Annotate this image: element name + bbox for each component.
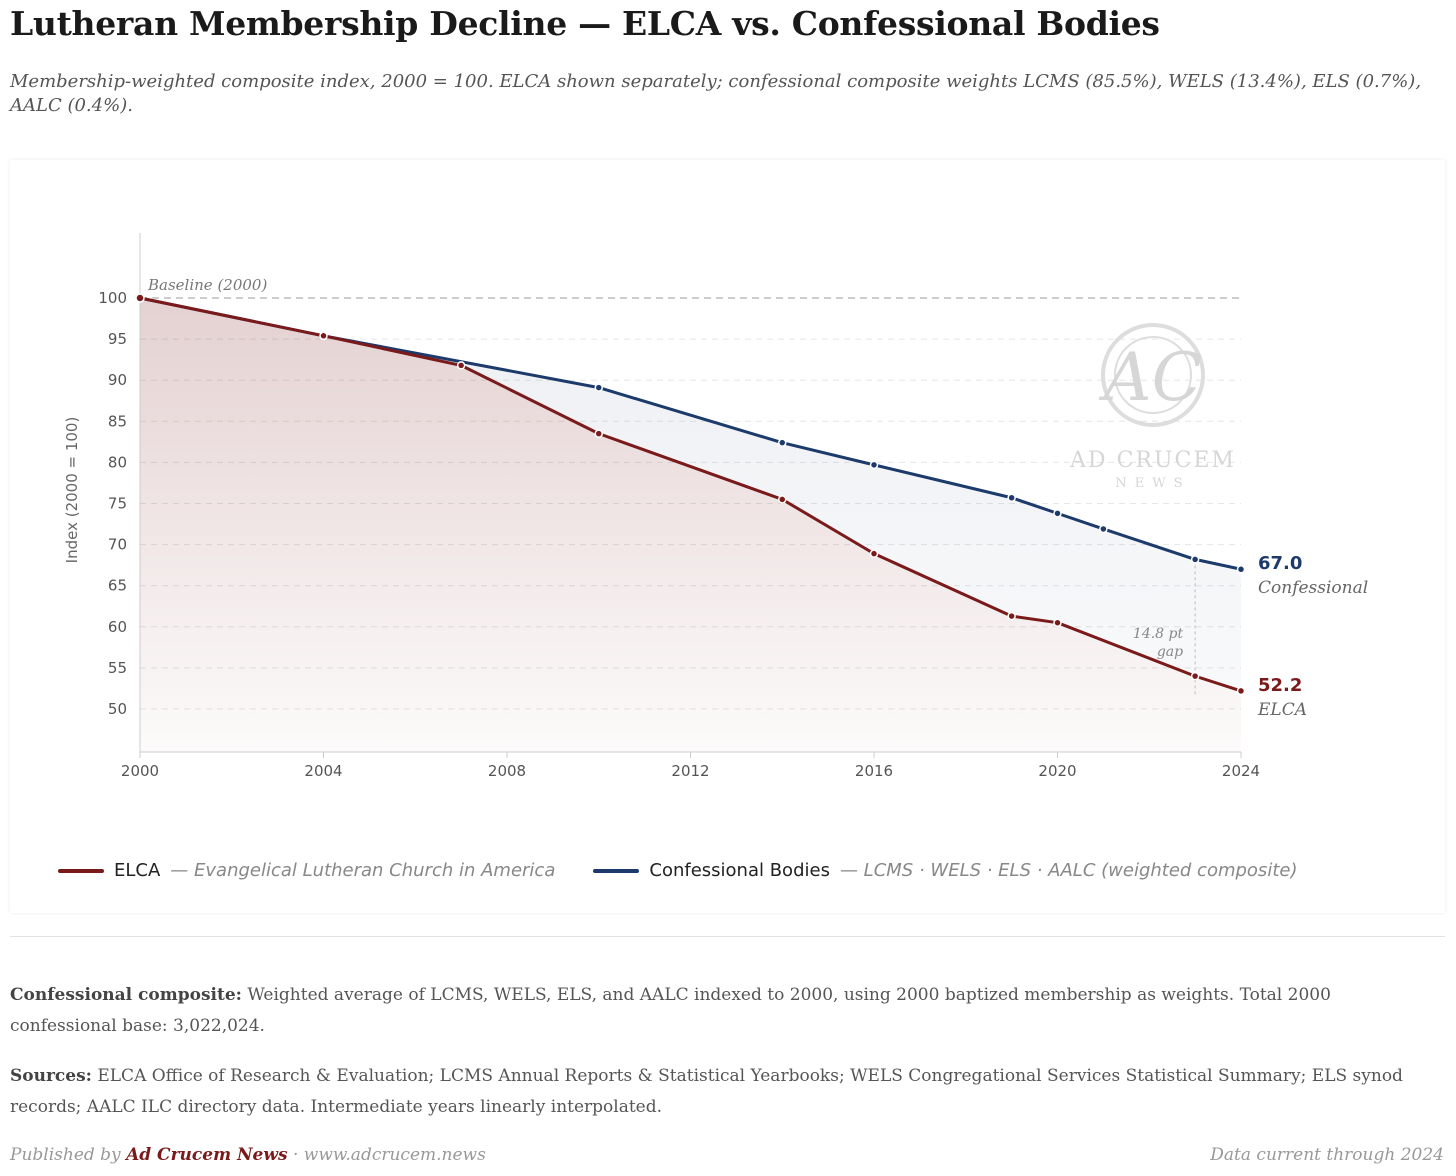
legend-label: Confessional Bodies [649, 860, 830, 881]
legend-label: ELCA [114, 860, 161, 881]
elca-point [319, 331, 328, 341]
x-tick-label: 2000 [121, 762, 159, 780]
end-value-confessional: 67.0 [1258, 553, 1302, 574]
legend-item-confessional[interactable]: Confessional Bodies — LCMS · WELS · ELS … [593, 860, 1297, 881]
note-text: ELCA Office of Research & Evaluation; LC… [10, 1066, 1403, 1117]
confessional-point [1099, 524, 1108, 534]
y-tick-label: 95 [108, 330, 127, 348]
elca-point [1053, 618, 1062, 627]
sources-note: Sources: ELCA Office of Research & Evalu… [10, 1061, 1430, 1123]
chart-card: 100 95 90 85 80 75 70 65 60 55 50 AC AD CRUCEM NEWS Ba… [10, 160, 1445, 913]
x-tick-label: 2004 [304, 762, 342, 780]
confessional-point [869, 460, 879, 470]
confessional-point [1236, 565, 1246, 574]
note-text: Weighted average of LCMS, WELS, ELS, and… [10, 985, 1331, 1036]
x-tick-label: 2012 [671, 762, 709, 780]
subtitle: Membership-weighted composite index, 200… [10, 71, 1422, 116]
published-by: Published by [10, 1145, 127, 1165]
end-label-elca: ELCA [1257, 700, 1307, 720]
watermark-text: AD CRUCEM [1069, 448, 1236, 473]
confessional-point [594, 383, 603, 392]
watermark-text: NEWS [1115, 476, 1190, 491]
elca-area [140, 298, 1241, 752]
legend-swatch [593, 868, 640, 873]
watermark-monogram: AC [1098, 339, 1202, 416]
x-tick-label: 2024 [1222, 762, 1260, 780]
gap-label: 14.8 pt [1133, 626, 1184, 642]
elca-point [1236, 686, 1246, 696]
footer-publisher: Published by Ad Crucem News · www.adcruc… [10, 1145, 486, 1165]
elca-line [139, 296, 1242, 693]
y-tick-label: 75 [108, 495, 127, 513]
confessional-point [1190, 555, 1200, 564]
legend-desc: — LCMS · WELS · ELS · AALC (weighted com… [839, 860, 1298, 881]
composite-note: Confessional composite: Weighted average… [10, 980, 1430, 1042]
y-axis-label: Index (2000 = 100) [63, 417, 81, 564]
y-tick-label: 80 [108, 453, 127, 471]
y-tick-label: 100 [98, 289, 127, 307]
elca-point [1007, 611, 1016, 621]
elca-point [135, 293, 145, 303]
confessional-point [1007, 493, 1016, 502]
y-tick-label: 85 [108, 412, 127, 430]
line-chart: 100 95 90 85 80 75 70 65 60 55 50 AC AD CRUCEM NEWS Ba… [63, 233, 1368, 780]
gap-label: gap [1157, 644, 1183, 660]
y-tick-label: 50 [108, 700, 127, 718]
y-tick-label: 70 [108, 536, 127, 554]
y-tick-label: 60 [108, 618, 127, 636]
x-tick-label: 2008 [488, 762, 526, 780]
baseline-label: Baseline (2000) [147, 276, 267, 294]
note-label: Confessional composite: [10, 985, 242, 1005]
separator: · [287, 1145, 304, 1165]
y-tick-label: 90 [108, 371, 127, 389]
end-value-elca: 52.2 [1258, 675, 1302, 696]
site-url[interactable]: www.adcrucem.news [303, 1145, 486, 1165]
confessional-point [778, 438, 787, 447]
elca-point [869, 549, 879, 558]
y-tick-label: 65 [108, 577, 127, 595]
watermark-logo-icon [1114, 336, 1192, 414]
gap-area [140, 298, 1241, 691]
legend-swatch [58, 868, 104, 873]
elca-point [594, 429, 603, 438]
confessional-point [1053, 509, 1062, 518]
legend-desc: — Evangelical Lutheran Church in America [170, 860, 556, 881]
end-label-confessional: Confessional [1258, 578, 1368, 598]
brand-link[interactable]: Ad Crucem News [126, 1145, 288, 1165]
page-title: Lutheran Membership Decline — ELCA vs. C… [10, 4, 1160, 43]
elca-point [778, 495, 787, 504]
divider [10, 936, 1445, 937]
elca-point [1190, 671, 1200, 681]
watermark-logo-icon [1101, 323, 1205, 427]
x-tick-label: 2016 [855, 762, 893, 780]
data-current: Data current through 2024 [1210, 1145, 1444, 1165]
x-tick-label: 2020 [1038, 762, 1076, 780]
legend-item-elca[interactable]: ELCA — Evangelical Lutheran Church in Am… [58, 860, 555, 881]
elca-point [456, 361, 466, 370]
y-tick-label: 55 [108, 659, 127, 677]
note-label: Sources: [10, 1066, 92, 1086]
legend: ELCA — Evangelical Lutheran Church in Am… [58, 860, 1297, 881]
